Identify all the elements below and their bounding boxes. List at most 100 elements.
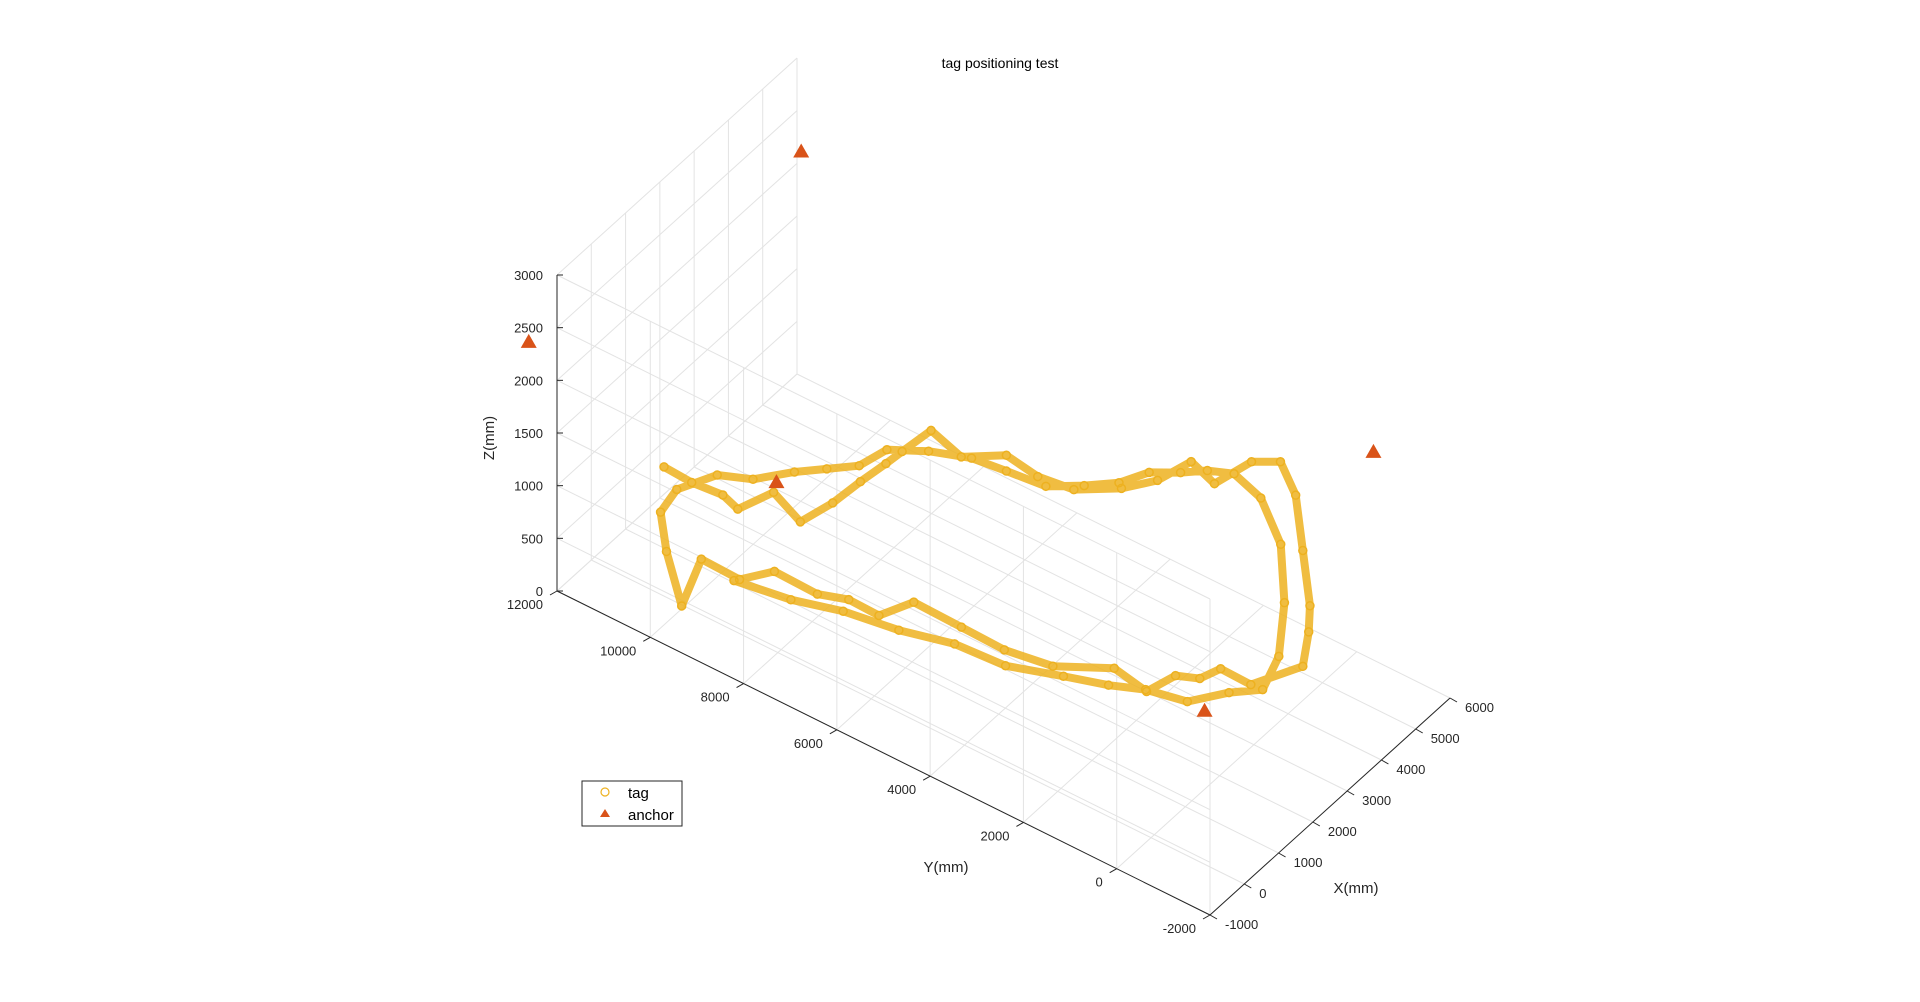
z-axis-label: Z(mm) [481,416,498,460]
grid-line-wall-xz [556,162,798,381]
tag-point [1224,687,1234,698]
tag-point [1175,467,1186,478]
z-tick-label: 3000 [514,268,543,283]
tag-point [1209,478,1220,489]
y-tick-mark [922,775,931,781]
tag-point [894,625,904,635]
y-tick-label: 12000 [507,597,543,612]
tag-point [909,597,919,607]
grid-line-wall-xz [556,373,798,592]
z-tick-label: 2000 [514,373,543,388]
tag-point [1215,664,1226,674]
x-axis-label: X(mm) [1334,880,1379,897]
y-tick-mark [829,729,838,735]
tag-point [874,610,884,621]
tag-point [661,546,672,557]
tag-point [1202,465,1213,476]
tag-point [729,575,739,586]
tag-point [822,464,832,474]
grid-line-wall-yz [556,432,1211,758]
x-tick-label: 0 [1259,886,1266,901]
y-tick-mark [1016,821,1024,827]
tag-point [1274,651,1284,662]
tag-point [1001,466,1012,476]
tag-point [956,622,967,632]
tag-point [1079,480,1089,491]
tag-point [844,594,854,605]
tag-point [882,444,892,455]
grid-line-wall-yz [556,537,1211,863]
grid-line-floor-y [649,419,891,638]
tag-path [656,426,1314,706]
tag-point [966,453,977,463]
y-axis-line [556,590,1211,916]
tag-point [696,554,707,564]
y-tick-mark [1202,914,1211,920]
x-tick-mark [1244,883,1252,889]
z-tick-label: 0 [536,584,543,599]
y-tick-label: 6000 [794,736,823,751]
tag-point [1058,671,1069,682]
tag-point [786,594,796,605]
z-tick-label: 1000 [514,479,543,494]
x-tick-label: 3000 [1362,793,1391,808]
z-tick-label: 1500 [514,426,543,441]
legend-anchor-marker [600,809,610,817]
y-tick-label: 8000 [701,690,730,705]
anchor-point [520,333,537,348]
tag-point [1048,661,1058,671]
tag-point [926,425,936,436]
x-tick-mark [1278,852,1286,858]
tag-point [838,606,848,616]
tag-point [897,446,907,457]
anchor-point [1365,443,1382,458]
tag-point [789,467,800,477]
x-tick-label: 5000 [1431,731,1460,746]
tag-point [1303,627,1314,637]
grid-line-wall-yz [556,274,1211,600]
anchor-series [520,143,1382,717]
tag-point [1298,545,1308,556]
tag-point [1229,469,1239,479]
tag-point [655,507,666,517]
grid-line-wall-yz [556,485,1211,811]
x-tick-mark [1449,697,1458,703]
grid-line-wall-yz [556,379,1211,705]
y-tick-label: 0 [1095,875,1102,890]
x-tick-mark [1346,790,1355,796]
tag-point [1275,457,1286,467]
tag-point [1257,684,1268,695]
tag-point [676,601,687,611]
tag-point [748,474,758,485]
tag-point [672,484,682,495]
x-tick-mark [1381,759,1389,765]
tag-point [712,470,722,480]
tag-point [1001,450,1012,460]
tag-point [1279,597,1290,608]
tag-point [949,639,960,649]
tag-point [659,462,669,472]
tag-point [1195,673,1205,684]
tag-point [1290,490,1301,500]
tick-labels: -10000100020003000400050006000-200002000… [507,268,1494,936]
x-tick-label: -1000 [1225,917,1258,932]
tag-point [1186,456,1196,467]
axis-layer [549,274,1458,920]
x-tick-label: 4000 [1396,762,1425,777]
legend[interactable]: tag anchor [581,780,683,827]
grid-line-wall-yz [556,327,1211,653]
grid-line-wall-xz [556,110,798,329]
x-tick-mark [1209,914,1218,920]
tag-point [1109,663,1119,674]
y-tick-mark [736,683,744,689]
tag-point [956,452,966,462]
anchor-point [793,143,810,158]
tag-point [769,566,780,577]
grid-line-floor-x [796,373,1451,699]
x-tick-label: 1000 [1294,855,1323,870]
tag-point [812,589,823,599]
tag-point [881,458,891,469]
legend-box [581,780,683,827]
legend-tag-marker [600,787,610,797]
tag-point [1041,481,1051,492]
